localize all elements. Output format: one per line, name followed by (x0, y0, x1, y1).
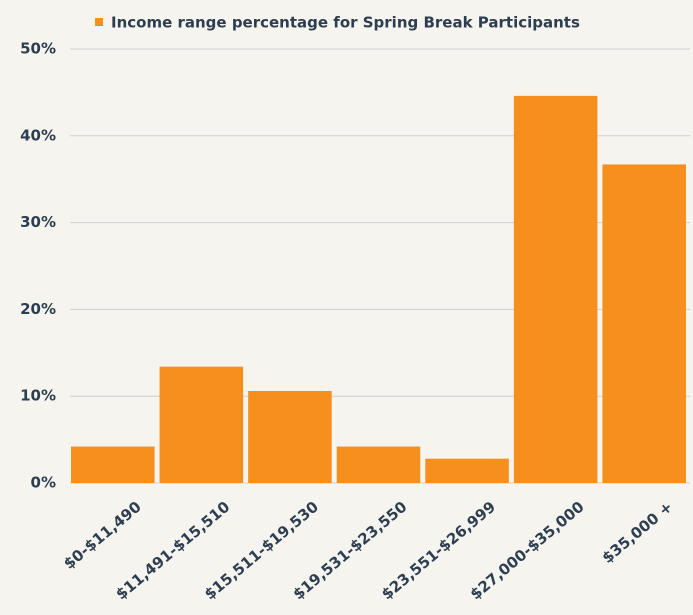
bar (425, 458, 509, 483)
bar (159, 366, 244, 483)
legend-swatch (95, 18, 103, 26)
x-tick-label: $35,000 + (599, 498, 677, 567)
bar (248, 390, 332, 483)
bar (513, 95, 598, 483)
x-tick-label: $0-$11,490 (60, 498, 145, 573)
y-tick-label: 40% (20, 126, 56, 144)
y-tick-label: 0% (31, 474, 56, 492)
legend-label: Income range percentage for Spring Break… (111, 14, 580, 32)
y-tick-label: 10% (20, 387, 56, 405)
bar (71, 446, 155, 483)
y-tick-label: 20% (20, 300, 56, 318)
bar (602, 164, 686, 483)
y-tick-label: 30% (20, 213, 56, 231)
bar (336, 446, 421, 483)
y-tick-label: 50% (20, 40, 56, 58)
